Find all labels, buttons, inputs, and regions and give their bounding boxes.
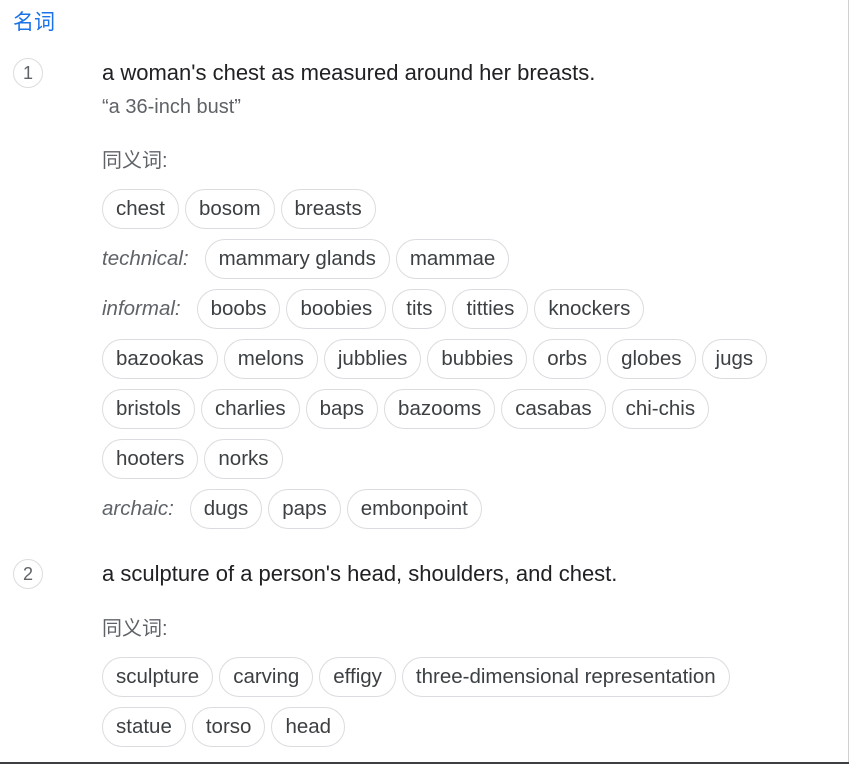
synonym-chip[interactable]: bristols [102,389,195,429]
synonym-row: bazookas melons jubblies bubbies orbs gl… [102,339,768,379]
register-label: informal: [102,297,181,320]
synonym-chip[interactable]: hooters [102,439,199,479]
synonym-chip[interactable]: tits [392,289,447,329]
synonym-chip[interactable]: globes [607,339,696,379]
synonym-chip[interactable]: bazooms [384,389,496,429]
definition: a woman's chest as measured around her b… [102,60,596,85]
synonym-chip[interactable]: boobs [196,289,281,329]
synonym-row: sculpture carving effigy three-dimension… [102,657,730,697]
synonym-chip[interactable]: chest [102,189,179,229]
synonym-chip[interactable]: breasts [280,189,376,229]
synonym-row: technical: mammary glands mammae [102,239,510,279]
synonym-chip[interactable]: casabas [501,389,606,429]
synonym-chip[interactable]: jugs [701,339,768,379]
sense-number: 2 [13,559,43,589]
divider [0,762,849,764]
synonyms-heading: 同义词: [102,618,168,640]
synonym-row: statue torso head [102,707,346,747]
synonym-chip[interactable]: bazookas [102,339,218,379]
synonym-chip[interactable]: chi-chis [611,389,710,429]
synonym-chip[interactable]: sculpture [102,657,214,697]
synonym-chip[interactable]: orbs [533,339,602,379]
register-label: archaic: [102,497,174,520]
synonym-chip[interactable]: mammae [395,239,510,279]
synonym-chip[interactable]: mammary glands [204,239,390,279]
definition: a sculpture of a person's head, shoulder… [102,561,618,586]
part-of-speech: 名词 [13,11,55,34]
synonym-chip[interactable]: three-dimensional representation [401,657,730,697]
synonym-row: informal: boobs boobies tits titties kno… [102,289,645,329]
synonym-chip[interactable]: paps [268,489,341,529]
synonym-chip[interactable]: melons [223,339,318,379]
synonym-row: bristols charlies baps bazooms casabas c… [102,389,710,429]
synonym-chip[interactable]: effigy [319,657,396,697]
synonym-row: chest bosom breasts [102,189,376,229]
synonym-chip[interactable]: embonpoint [346,489,482,529]
synonym-row: hooters norks [102,439,283,479]
synonym-chip[interactable]: boobies [286,289,387,329]
synonym-chip[interactable]: bubbies [427,339,528,379]
synonym-chip[interactable]: torso [191,707,266,747]
synonym-chip[interactable]: knockers [534,289,645,329]
example-sentence: “a 36-inch bust” [102,96,241,118]
synonym-chip[interactable]: carving [219,657,314,697]
synonym-chip[interactable]: norks [204,439,283,479]
synonym-row: archaic: dugs paps embonpoint [102,489,482,529]
vertical-scrollbar[interactable] [848,0,863,764]
synonym-chip[interactable]: dugs [189,489,263,529]
synonym-chip[interactable]: titties [452,289,529,329]
synonym-chip[interactable]: baps [305,389,379,429]
synonyms-heading: 同义词: [102,150,168,172]
synonym-chip[interactable]: head [271,707,346,747]
sense-number: 1 [13,58,43,88]
register-label: technical: [102,247,189,270]
synonym-chip[interactable]: charlies [200,389,300,429]
synonym-chip[interactable]: statue [102,707,186,747]
synonym-chip[interactable]: bosom [185,189,275,229]
synonym-chip[interactable]: jubblies [323,339,422,379]
